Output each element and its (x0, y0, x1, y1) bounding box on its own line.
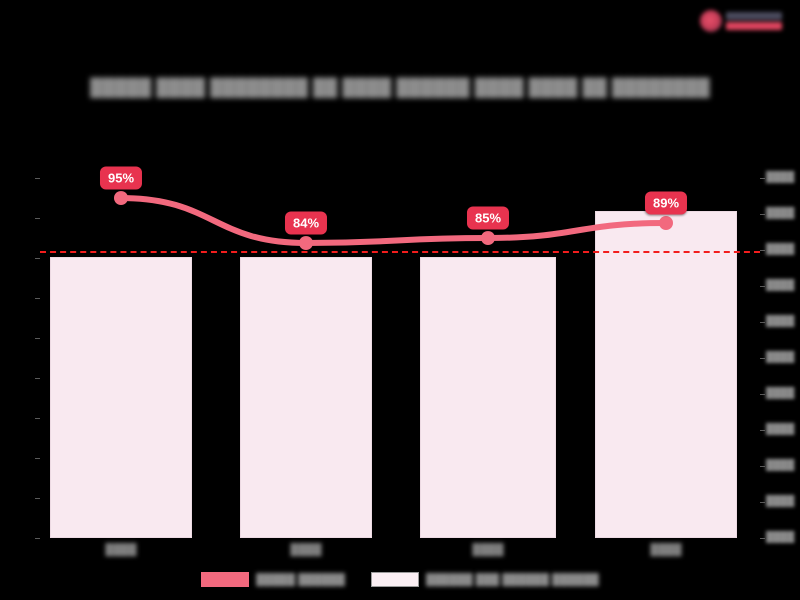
bar-4[interactable] (595, 211, 737, 538)
legend-swatch-line-series (201, 572, 250, 587)
brand-logo-mark-icon (700, 10, 722, 32)
right-axis-tick-label-6: ████ (766, 352, 795, 363)
right-axis-tick-10 (760, 502, 765, 503)
right-axis-tick-label-9: ████ (766, 460, 795, 471)
left-axis-tick-10 (35, 538, 40, 539)
right-axis-tick-11 (760, 538, 765, 539)
category-label-2: ████ (290, 544, 322, 556)
right-axis-tick-3 (760, 250, 765, 251)
brand-logo (700, 6, 792, 36)
left-axis-tick-8 (35, 458, 40, 459)
category-label-3: ████ (472, 544, 504, 556)
line-series-markers (114, 191, 673, 250)
left-axis-tick-7 (35, 418, 40, 419)
right-axis-tick-label-5: ████ (766, 316, 795, 327)
data-label-1: 95% (99, 166, 143, 190)
chart-title: █████ ████ ████████ ██ ████ ██████ ████ … (90, 78, 710, 97)
right-axis-tick-1 (760, 178, 765, 179)
right-axis-tick-label-8: ████ (766, 424, 795, 435)
right-axis-tick-6 (760, 358, 765, 359)
data-label-2: 84% (284, 211, 328, 235)
brand-logo-line-1 (726, 12, 782, 20)
category-label-4: ████ (650, 544, 682, 556)
threshold-line (40, 251, 760, 253)
left-axis-tick-4 (35, 298, 40, 299)
left-axis-tick-1 (35, 178, 40, 179)
legend-swatch-bar-series (370, 572, 419, 587)
right-axis-tick-label-3: ████ (766, 244, 795, 255)
line-marker-3[interactable] (481, 231, 495, 245)
legend-item-bar-series[interactable]: ██████ ███ ██████ ██████ (370, 572, 599, 587)
right-axis-tick-label-2: ████ (766, 208, 795, 219)
line-marker-1[interactable] (114, 191, 128, 205)
right-axis-tick-5 (760, 322, 765, 323)
line-marker-4[interactable] (659, 216, 673, 230)
left-axis-tick-6 (35, 378, 40, 379)
right-axis-tick-label-7: ████ (766, 388, 795, 399)
right-axis-tick-8 (760, 430, 765, 431)
bar-1[interactable] (50, 257, 192, 538)
legend-label-bar-series: ██████ ███ ██████ ██████ (425, 573, 599, 586)
legend-item-line-series[interactable]: █████ ██████ (201, 572, 345, 587)
legend-label-line-series: █████ ██████ (256, 573, 345, 586)
chart-plot-area: ████ ████ ████ ████ ████ ████ ████ ██ ██ ████ ███… (35, 166, 794, 556)
right-axis-tick-label-1: ████ (766, 172, 795, 183)
category-label-1: ████ (105, 544, 137, 556)
bar-2[interactable] (240, 257, 372, 538)
right-axis-tick-label-10: ████ (766, 496, 795, 507)
right-axis-tick-label-11: ████ (766, 532, 795, 543)
chart-legend: █████ ██████ ██████ ███ ██████ ██████ (0, 572, 800, 587)
line-series-path (118, 195, 669, 246)
data-label-3: 85% (466, 206, 510, 230)
right-axis-tick-7 (760, 394, 765, 395)
line-series-group (114, 191, 673, 250)
line-marker-2[interactable] (299, 236, 313, 250)
left-axis-tick-5 (35, 338, 40, 339)
right-axis-tick-2 (760, 214, 765, 215)
right-axis-tick-4 (760, 286, 765, 287)
left-axis-tick-3 (35, 258, 40, 259)
right-axis-tick-9 (760, 466, 765, 467)
bar-3[interactable] (420, 257, 556, 538)
left-axis-tick-9 (35, 498, 40, 499)
brand-logo-line-2 (726, 22, 782, 30)
brand-logo-wordmark (726, 12, 782, 30)
left-axis-tick-2 (35, 218, 40, 219)
right-axis-tick-label-4: ████ (766, 280, 795, 291)
data-label-4: 89% (644, 191, 688, 215)
